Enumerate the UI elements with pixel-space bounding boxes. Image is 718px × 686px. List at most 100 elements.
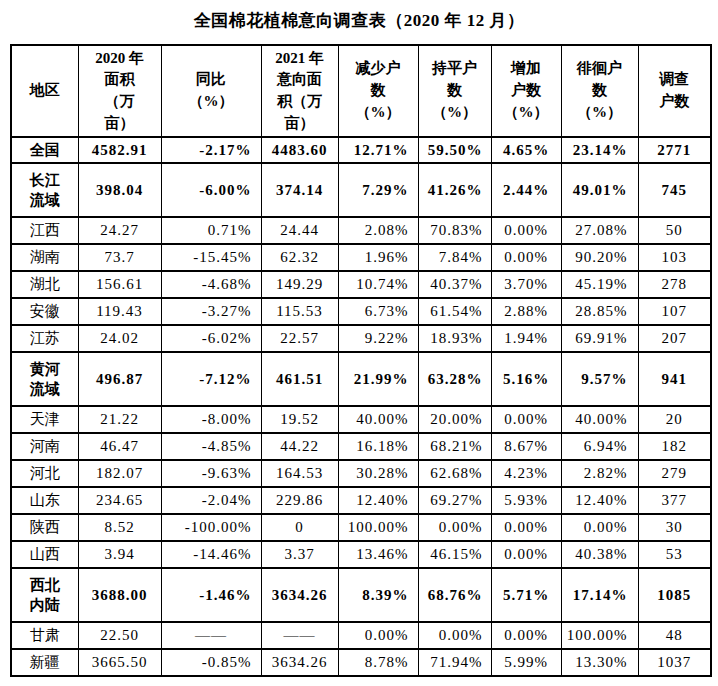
surveyed-cell: 941 (638, 352, 711, 406)
decrease-cell: 40.00% (338, 406, 418, 433)
table-row: 江苏 24.02 -6.02% 22.57 9.22% 18.93% 1.94%… (11, 325, 711, 352)
table-row: 山东 234.65 -2.04% 229.86 12.40% 69.27% 5.… (11, 487, 711, 514)
surveyed-cell: 182 (638, 433, 711, 460)
unchanged-cell: 41.26% (418, 163, 491, 217)
unchanged-cell: 40.37% (418, 271, 491, 298)
region-cell: 江西 (11, 217, 78, 244)
decrease-cell: 30.28% (338, 460, 418, 487)
decrease-cell: 1.96% (338, 244, 418, 271)
area-2021-cell: 4483.60 (261, 137, 338, 163)
unchanged-cell: 0.00% (418, 622, 491, 649)
region-cell: 山东 (11, 487, 78, 514)
undecided-cell: 6.94% (561, 433, 638, 460)
region-cell: 湖南 (11, 244, 78, 271)
undecided-cell: 40.38% (561, 541, 638, 568)
area-2020-cell: 21.22 (78, 406, 161, 433)
surveyed-cell: 207 (638, 325, 711, 352)
area-2020-cell: 4582.91 (78, 137, 161, 163)
header-row: 地区 2020 年 面积 （万 亩） 同比 （%） 2021 年 意向面 积（万… (11, 45, 711, 137)
area-2021-cell: 229.86 (261, 487, 338, 514)
increase-cell: 4.65% (491, 137, 561, 163)
area-2021-cell: 149.29 (261, 271, 338, 298)
undecided-cell: 17.14% (561, 568, 638, 622)
yoy-cell: -4.68% (161, 271, 261, 298)
area-2020-cell: 8.52 (78, 514, 161, 541)
area-2020-cell: 156.61 (78, 271, 161, 298)
decrease-cell: 21.99% (338, 352, 418, 406)
undecided-cell: 28.85% (561, 298, 638, 325)
yoy-cell: -7.12% (161, 352, 261, 406)
undecided-cell: 69.91% (561, 325, 638, 352)
increase-cell: 3.70% (491, 271, 561, 298)
area-2020-cell: 22.50 (78, 622, 161, 649)
yoy-cell: -2.04% (161, 487, 261, 514)
area-2020-cell: 24.02 (78, 325, 161, 352)
region-cell: 天津 (11, 406, 78, 433)
unchanged-cell: 59.50% (418, 137, 491, 163)
decrease-cell: 12.40% (338, 487, 418, 514)
surveyed-cell: 103 (638, 244, 711, 271)
surveyed-cell: 745 (638, 163, 711, 217)
area-2020-cell: 3.94 (78, 541, 161, 568)
undecided-cell: 9.57% (561, 352, 638, 406)
table-row: 黄河 流域 496.87 -7.12% 461.51 21.99% 63.28%… (11, 352, 711, 406)
header-unchanged-households: 持平户 数 （%） (418, 45, 491, 137)
area-2020-cell: 46.47 (78, 433, 161, 460)
header-undecided-households: 徘徊户 数 （%） (561, 45, 638, 137)
unchanged-cell: 68.21% (418, 433, 491, 460)
region-cell: 江苏 (11, 325, 78, 352)
surveyed-cell: 377 (638, 487, 711, 514)
yoy-cell: -15.45% (161, 244, 261, 271)
increase-cell: 4.23% (491, 460, 561, 487)
area-2020-cell: 496.87 (78, 352, 161, 406)
undecided-cell: 100.00% (561, 622, 638, 649)
decrease-cell: 12.71% (338, 137, 418, 163)
unchanged-cell: 0.00% (418, 514, 491, 541)
undecided-cell: 23.14% (561, 137, 638, 163)
undecided-cell: 90.20% (561, 244, 638, 271)
undecided-cell: 40.00% (561, 406, 638, 433)
undecided-cell: 27.08% (561, 217, 638, 244)
region-cell: 河南 (11, 433, 78, 460)
unchanged-cell: 18.93% (418, 325, 491, 352)
surveyed-cell: 30 (638, 514, 711, 541)
header-yoy: 同比 （%） (161, 45, 261, 137)
surveyed-cell: 50 (638, 217, 711, 244)
area-2020-cell: 24.27 (78, 217, 161, 244)
yoy-cell: -8.00% (161, 406, 261, 433)
table-row: 西北 内陆 3688.00 -1.46% 3634.26 8.39% 68.76… (11, 568, 711, 622)
table-row: 湖北 156.61 -4.68% 149.29 10.74% 40.37% 3.… (11, 271, 711, 298)
area-2021-cell: 374.14 (261, 163, 338, 217)
undecided-cell: 0.00% (561, 514, 638, 541)
region-cell: 全国 (11, 137, 78, 163)
increase-cell: 0.00% (491, 514, 561, 541)
yoy-cell: -2.17% (161, 137, 261, 163)
region-cell: 陕西 (11, 514, 78, 541)
region-cell: 安徽 (11, 298, 78, 325)
area-2021-cell: 461.51 (261, 352, 338, 406)
increase-cell: 0.00% (491, 541, 561, 568)
undecided-cell: 2.82% (561, 460, 638, 487)
area-2021-cell: 19.52 (261, 406, 338, 433)
surveyed-cell: 278 (638, 271, 711, 298)
area-2020-cell: 3688.00 (78, 568, 161, 622)
table-row: 江西 24.27 0.71% 24.44 2.08% 70.83% 0.00% … (11, 217, 711, 244)
increase-cell: 2.44% (491, 163, 561, 217)
decrease-cell: 8.78% (338, 649, 418, 676)
region-cell: 长江 流域 (11, 163, 78, 217)
decrease-cell: 2.08% (338, 217, 418, 244)
decrease-cell: 100.00% (338, 514, 418, 541)
decrease-cell: 9.22% (338, 325, 418, 352)
header-region: 地区 (11, 45, 78, 137)
unchanged-cell: 63.28% (418, 352, 491, 406)
decrease-cell: 10.74% (338, 271, 418, 298)
decrease-cell: 8.39% (338, 568, 418, 622)
increase-cell: 0.00% (491, 244, 561, 271)
decrease-cell: 7.29% (338, 163, 418, 217)
region-cell: 新疆 (11, 649, 78, 676)
increase-cell: 0.00% (491, 406, 561, 433)
area-2021-cell: 164.53 (261, 460, 338, 487)
decrease-cell: 16.18% (338, 433, 418, 460)
area-2021-cell: 62.32 (261, 244, 338, 271)
area-2021-cell: 3634.26 (261, 568, 338, 622)
